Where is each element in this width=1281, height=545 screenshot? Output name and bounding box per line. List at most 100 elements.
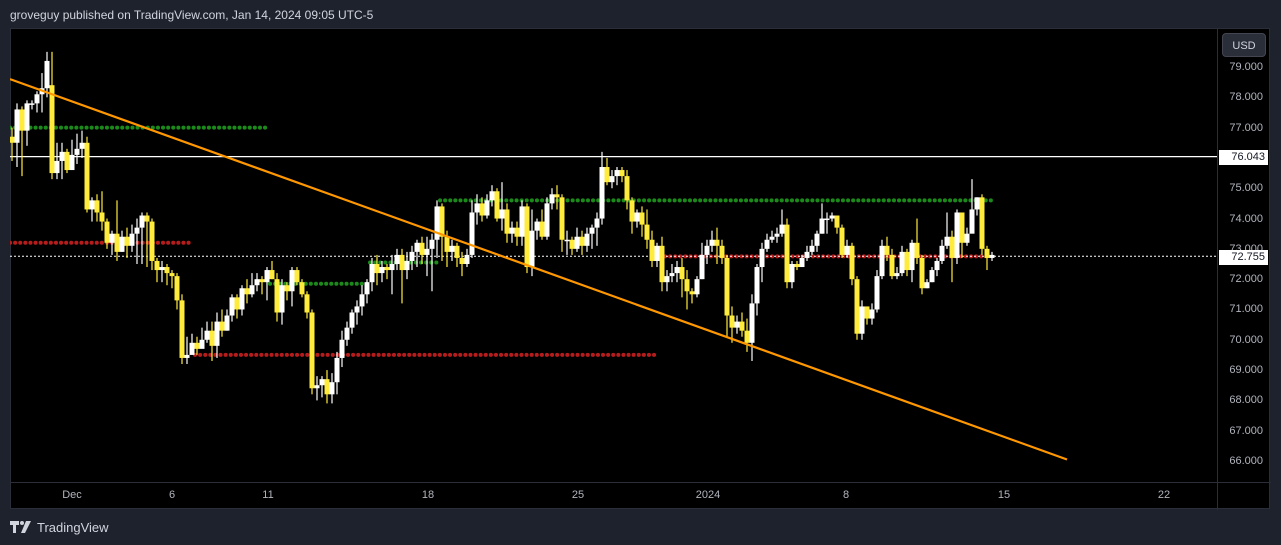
candle-body: [254, 279, 260, 286]
candle-body: [29, 103, 35, 105]
candle-body: [99, 212, 105, 222]
candle-body: [104, 221, 110, 243]
candle-body: [44, 60, 50, 89]
price-tick-label: 72.000: [1229, 273, 1263, 286]
candle-body: [49, 85, 55, 174]
candle-body: [664, 276, 670, 283]
candle-body: [724, 257, 730, 316]
price-tick-label: 77.000: [1229, 121, 1263, 134]
candle-body: [834, 215, 840, 228]
candle-body: [964, 233, 970, 243]
candle-body: [689, 291, 695, 295]
candlestick-chart: [10, 51, 1217, 461]
candle-body: [319, 379, 325, 386]
candle-body: [564, 239, 570, 242]
candle-body: [424, 248, 430, 255]
candle-body: [794, 264, 800, 268]
candle-body: [399, 254, 405, 271]
candle-body: [304, 294, 310, 313]
price-tick-label: 78.000: [1229, 91, 1263, 104]
candle-body: [454, 245, 460, 258]
time-tick-label: 11: [262, 489, 274, 501]
publish-header: groveguy published on TradingView.com, J…: [10, 8, 374, 22]
candle-body: [279, 285, 285, 313]
candle-body: [619, 170, 625, 177]
candle-body: [24, 103, 30, 131]
candle-body: [909, 242, 915, 271]
candle-body: [889, 254, 895, 277]
candle-body: [284, 285, 290, 292]
candle-body: [584, 233, 590, 246]
candle-body: [214, 321, 220, 346]
candle-body: [939, 245, 945, 261]
candle-body: [74, 148, 80, 155]
candle-body: [344, 327, 350, 340]
candle-body: [204, 330, 210, 340]
candle-body: [804, 251, 810, 258]
candle-body: [444, 236, 450, 252]
candle-body: [594, 218, 600, 228]
candle-body: [114, 233, 120, 252]
candle-body: [469, 212, 475, 255]
candle-body: [699, 254, 705, 280]
candle-body: [434, 206, 440, 240]
candle-body: [914, 242, 920, 258]
candle-body: [289, 270, 295, 292]
candle-body: [189, 342, 195, 355]
candle-body: [169, 273, 175, 277]
candle-body: [559, 197, 565, 240]
candle-body: [299, 282, 305, 295]
candle-body: [869, 309, 875, 319]
candle-body: [359, 294, 365, 307]
candle-body: [694, 279, 700, 295]
price-tick-label: 74.000: [1229, 212, 1263, 225]
candle-body: [719, 245, 725, 258]
candle-body: [404, 260, 410, 271]
candle-body: [54, 160, 60, 174]
candle-body: [789, 264, 795, 283]
candle-body: [859, 306, 865, 334]
time-tick-label: 6: [168, 489, 176, 501]
candle-body: [669, 273, 675, 277]
candle-body: [79, 142, 85, 149]
candle-body: [504, 209, 510, 234]
footer-brand[interactable]: TradingView: [10, 518, 109, 536]
time-tick-label: 25: [571, 489, 585, 501]
time-axis[interactable]: Dec 6 11 18 25 2024 8 15 22: [10, 482, 1217, 510]
candle-body: [499, 209, 505, 219]
candle-body: [874, 276, 880, 310]
candle-body: [314, 385, 320, 389]
candle-body: [979, 197, 985, 249]
candle-body: [879, 245, 885, 277]
candle-body: [309, 312, 315, 389]
candle-body: [429, 239, 435, 249]
candle-body: [154, 260, 160, 271]
candle-body: [244, 288, 250, 295]
candle-body: [519, 206, 525, 237]
candle-body: [949, 236, 955, 258]
candle-body: [734, 321, 740, 328]
candle-body: [119, 236, 125, 252]
candle-body: [324, 379, 330, 395]
candle-body: [194, 342, 200, 349]
candle-body: [904, 251, 910, 271]
candle-body: [659, 245, 665, 283]
candle-body: [294, 270, 300, 283]
candle-body: [544, 203, 550, 237]
candle-body: [64, 151, 70, 171]
chart-plot-area[interactable]: [10, 28, 1217, 482]
candle-body: [759, 248, 765, 268]
candle-body: [599, 167, 605, 219]
candle-body: [179, 300, 185, 358]
candle-body: [339, 339, 345, 358]
candle-body: [894, 273, 900, 277]
candle-body: [579, 236, 585, 246]
candle-body: [129, 233, 135, 246]
candle-body: [494, 191, 500, 219]
candle-body: [984, 248, 990, 258]
candle-body: [59, 151, 65, 161]
currency-button[interactable]: USD: [1222, 33, 1266, 57]
candle-body: [754, 267, 760, 304]
candle-body: [899, 251, 905, 274]
candle-body: [989, 254, 995, 258]
